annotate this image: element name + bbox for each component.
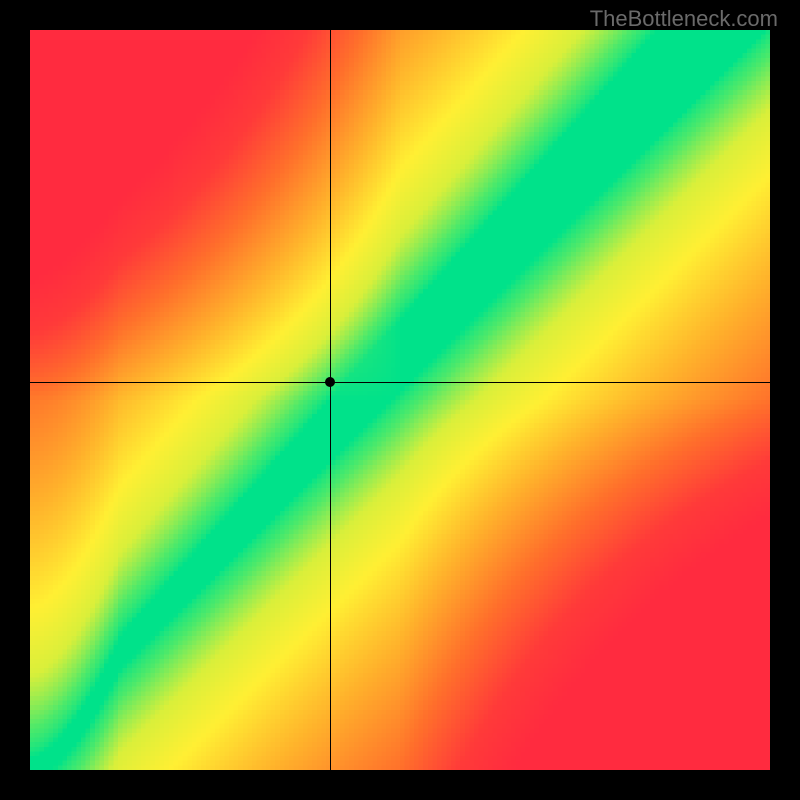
crosshair-vertical	[330, 30, 331, 770]
heatmap-canvas	[30, 30, 770, 770]
selection-marker	[325, 377, 335, 387]
watermark-text: TheBottleneck.com	[590, 6, 778, 32]
crosshair-horizontal	[30, 382, 770, 383]
bottleneck-heatmap	[30, 30, 770, 770]
